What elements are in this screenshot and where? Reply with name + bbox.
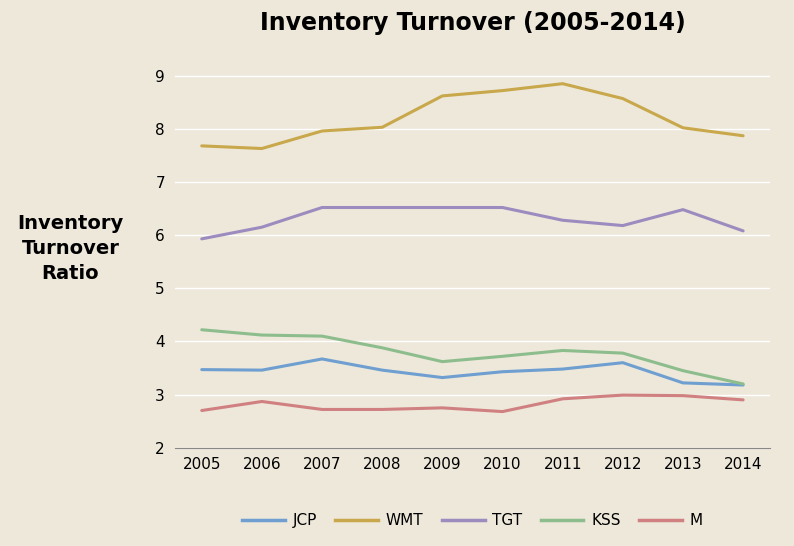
Title: Inventory Turnover (2005-2014): Inventory Turnover (2005-2014) xyxy=(260,11,685,35)
Text: Inventory
Turnover
Ratio: Inventory Turnover Ratio xyxy=(17,214,124,283)
KSS xyxy=(197,327,206,333)
WMT xyxy=(498,87,507,94)
M xyxy=(738,396,748,403)
TGT xyxy=(197,235,206,242)
TGT xyxy=(738,228,748,234)
M xyxy=(197,407,206,414)
KSS xyxy=(558,347,568,354)
WMT xyxy=(738,133,748,139)
Line: WMT: WMT xyxy=(202,84,743,149)
JCP xyxy=(618,359,627,366)
KSS xyxy=(318,333,327,340)
Line: TGT: TGT xyxy=(202,207,743,239)
Line: KSS: KSS xyxy=(202,330,743,384)
KSS xyxy=(377,345,387,351)
WMT xyxy=(318,128,327,134)
TGT xyxy=(437,204,447,211)
JCP xyxy=(257,367,267,373)
WMT xyxy=(437,93,447,99)
WMT xyxy=(618,96,627,102)
JCP xyxy=(738,382,748,388)
WMT xyxy=(377,124,387,130)
M xyxy=(437,405,447,411)
KSS xyxy=(498,353,507,360)
M xyxy=(318,406,327,413)
JCP xyxy=(678,379,688,386)
JCP xyxy=(558,366,568,372)
M xyxy=(257,398,267,405)
TGT xyxy=(257,224,267,230)
M xyxy=(498,408,507,415)
WMT xyxy=(678,124,688,131)
KSS xyxy=(437,358,447,365)
TGT xyxy=(318,204,327,211)
KSS xyxy=(738,381,748,387)
WMT xyxy=(257,145,267,152)
JCP xyxy=(197,366,206,373)
TGT xyxy=(618,222,627,229)
JCP xyxy=(498,369,507,375)
TGT xyxy=(558,217,568,223)
TGT xyxy=(377,204,387,211)
JCP xyxy=(437,375,447,381)
WMT xyxy=(197,143,206,149)
KSS xyxy=(618,350,627,357)
TGT xyxy=(498,204,507,211)
M xyxy=(618,392,627,399)
WMT xyxy=(558,80,568,87)
Legend: JCP, WMT, TGT, KSS, M: JCP, WMT, TGT, KSS, M xyxy=(237,507,708,535)
KSS xyxy=(257,332,267,339)
M xyxy=(558,395,568,402)
Line: M: M xyxy=(202,395,743,412)
KSS xyxy=(678,367,688,374)
TGT xyxy=(678,206,688,213)
M xyxy=(678,393,688,399)
Line: JCP: JCP xyxy=(202,359,743,385)
JCP xyxy=(318,355,327,362)
JCP xyxy=(377,367,387,373)
M xyxy=(377,406,387,413)
